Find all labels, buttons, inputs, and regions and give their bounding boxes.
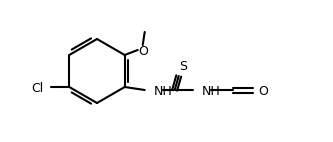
- Text: S: S: [179, 60, 187, 73]
- Text: O: O: [259, 85, 269, 98]
- Text: Cl: Cl: [31, 82, 43, 95]
- Text: NH: NH: [202, 85, 220, 98]
- Text: O: O: [138, 45, 148, 58]
- Text: NH: NH: [154, 85, 172, 98]
